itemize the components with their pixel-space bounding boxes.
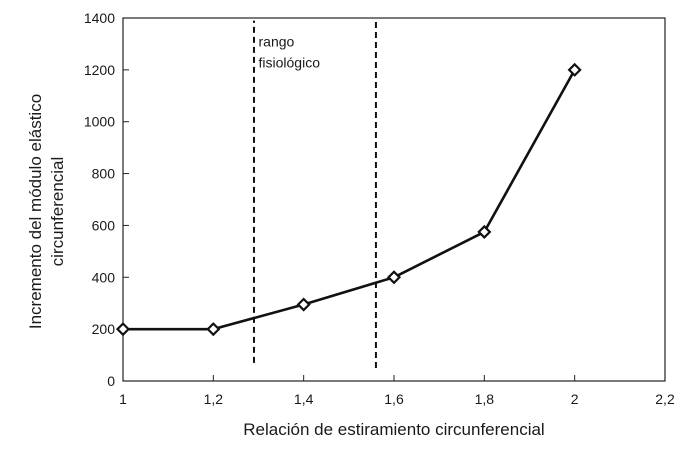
annotation-text: rango	[259, 34, 295, 50]
y-axis-title-line: circunferencial	[48, 157, 67, 267]
series-line	[123, 69, 576, 331]
x-axis-title: Relación de estiramiento circunferencial	[243, 420, 544, 439]
x-tick-label: 1,4	[294, 391, 314, 407]
y-tick-label: 600	[92, 217, 116, 233]
y-tick-label: 400	[92, 269, 116, 285]
y-tick-label: 800	[92, 166, 116, 182]
y-tick-label: 1000	[84, 114, 115, 130]
x-tick-label: 1	[119, 391, 127, 407]
data-point-marker	[206, 322, 221, 337]
plot-frame	[122, 17, 666, 382]
y-tick-label: 200	[92, 321, 116, 337]
x-tick-label: 2,2	[655, 391, 675, 407]
data-point-marker	[567, 62, 582, 77]
x-tick-label: 1,8	[475, 391, 495, 407]
x-tick-label: 2	[571, 391, 579, 407]
annotation-text: fisiológico	[259, 55, 321, 71]
y-axis-title-line: Incremento del módulo elástico	[26, 94, 45, 329]
y-tick-label: 1400	[84, 10, 115, 26]
data-point-marker	[296, 297, 311, 312]
x-tick-label: 1,6	[384, 391, 404, 407]
x-tick-label: 1,2	[204, 391, 224, 407]
data-point-marker	[386, 270, 402, 285]
data-point-marker	[477, 224, 492, 239]
y-tick-label: 0	[107, 373, 115, 389]
data-point-marker	[115, 322, 131, 337]
y-tick-label: 1200	[84, 62, 115, 78]
